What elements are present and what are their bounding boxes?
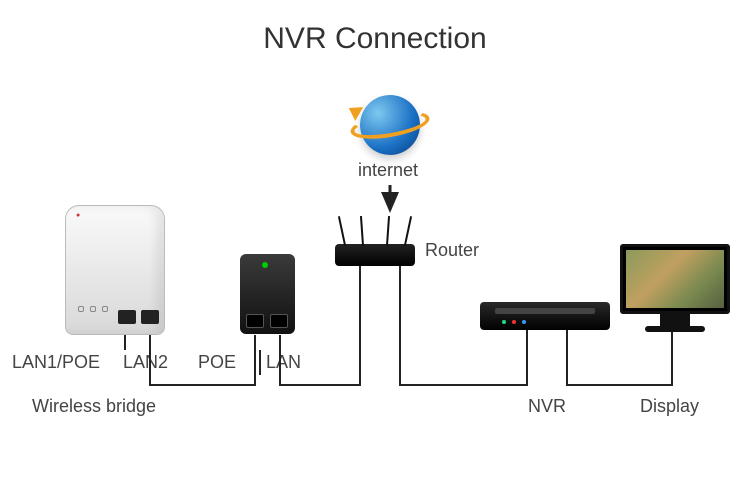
- router-icon: [335, 244, 415, 266]
- poe-out-label: POE: [198, 352, 236, 373]
- wireless-bridge-icon: ●: [65, 205, 165, 335]
- router-label: Router: [425, 240, 479, 261]
- bridge-lan1-label: LAN1/POE: [12, 352, 100, 373]
- nvr-icon: [480, 302, 610, 330]
- display-icon: [620, 244, 730, 332]
- diagram-title: NVR Connection: [0, 0, 750, 56]
- bridge-lan2-label: LAN2: [123, 352, 168, 373]
- nvr-label: NVR: [528, 396, 566, 417]
- internet-icon: [360, 95, 420, 155]
- display-label: Display: [640, 396, 699, 417]
- poe-lan-label: LAN: [266, 352, 301, 373]
- internet-label: internet: [358, 160, 418, 181]
- poe-injector-icon: [240, 254, 295, 334]
- wireless-bridge-label: Wireless bridge: [32, 396, 156, 417]
